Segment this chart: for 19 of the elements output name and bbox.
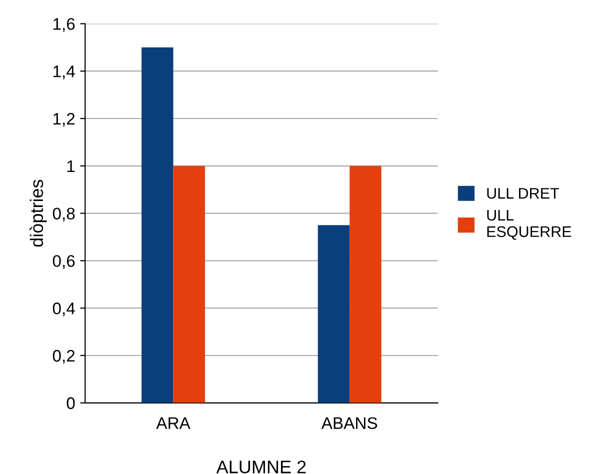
x-tick-label: ABANS — [321, 417, 378, 430]
y-tick-label: 1,4 — [54, 66, 75, 80]
bar — [173, 166, 206, 403]
bar — [350, 166, 382, 403]
x-axis-title: ALUMNE 2 — [216, 460, 306, 474]
y-tick-label: 0,8 — [52, 208, 75, 222]
y-tick-label: 0,6 — [52, 255, 75, 269]
bar — [142, 47, 174, 403]
legend-label: ULL DRET — [487, 188, 559, 199]
bar — [318, 225, 350, 403]
y-tick-label: 0,2 — [52, 350, 75, 364]
y-tick-label: 0 — [66, 397, 75, 410]
y-axis-title: diòptries — [30, 180, 47, 247]
x-tick-label: ARA — [156, 417, 190, 429]
y-tick-label: 1 — [67, 160, 75, 172]
legend-label: ULL ESQUERRE — [487, 210, 572, 240]
y-tick-label: 1,6 — [54, 18, 75, 32]
y-tick-label: 1,2 — [54, 112, 75, 127]
y-tick-label: 0,4 — [52, 302, 75, 316]
